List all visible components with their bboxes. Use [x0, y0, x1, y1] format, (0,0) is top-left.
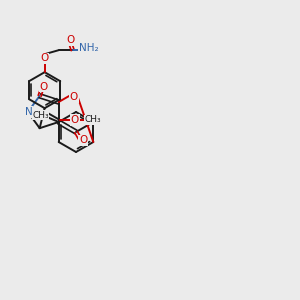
- Text: O: O: [70, 92, 78, 102]
- Text: O: O: [67, 35, 75, 45]
- Text: O: O: [40, 82, 48, 92]
- Text: O: O: [79, 135, 87, 145]
- Text: CH₃: CH₃: [32, 110, 49, 119]
- Text: O: O: [71, 115, 79, 125]
- Text: CH₃: CH₃: [85, 116, 101, 124]
- Text: O: O: [40, 53, 49, 63]
- Text: NH₂: NH₂: [79, 43, 98, 53]
- Text: N: N: [25, 107, 33, 117]
